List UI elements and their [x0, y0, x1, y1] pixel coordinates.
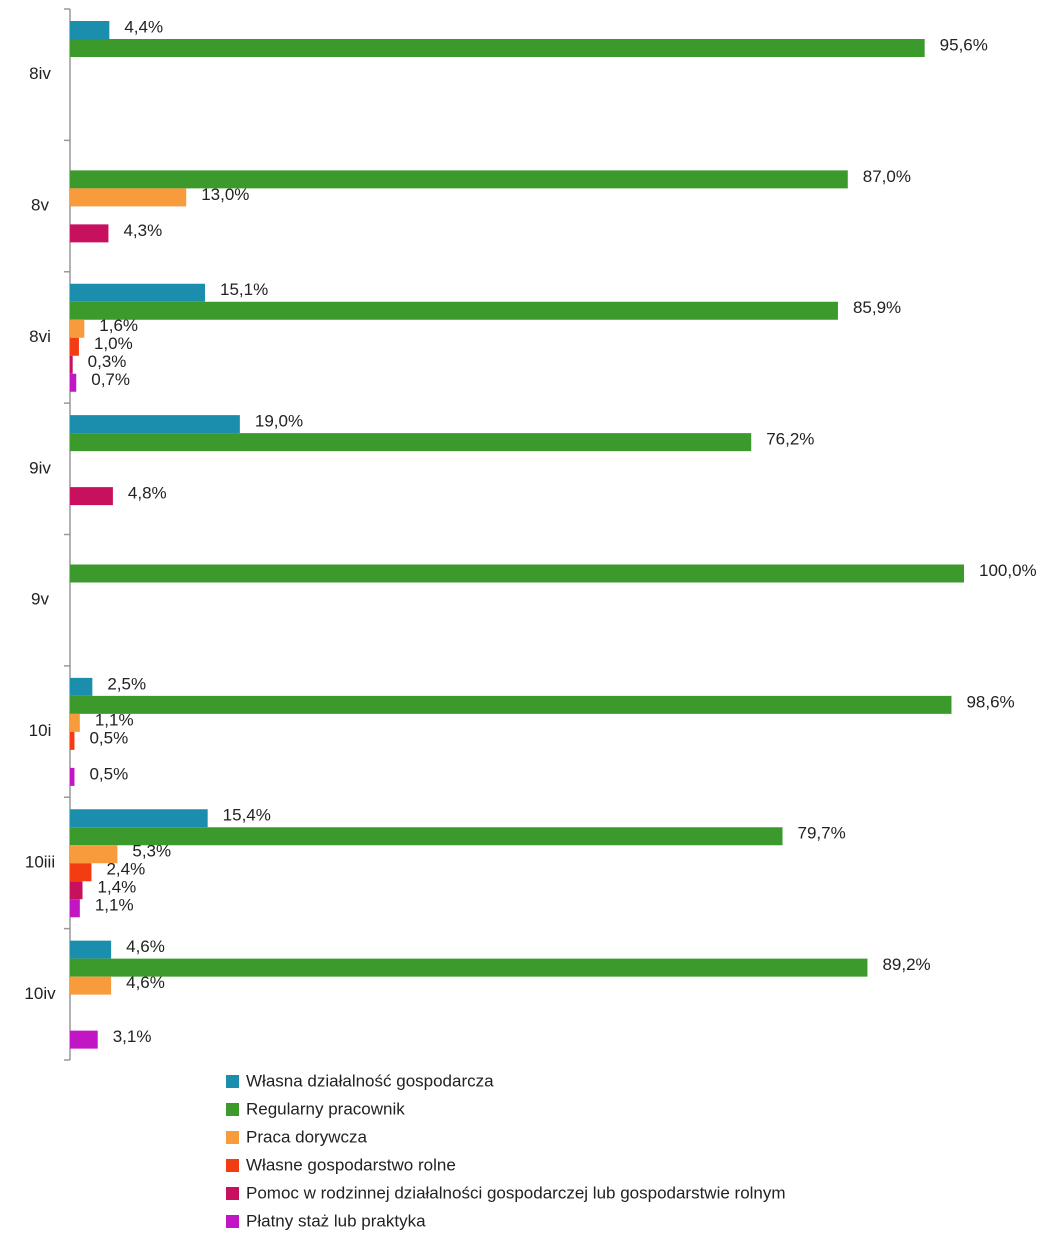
value-label: 4,4% [124, 17, 163, 36]
bar [70, 713, 80, 732]
category-label: 8vi [29, 327, 51, 346]
value-label: 4,6% [126, 973, 165, 992]
legend-swatch [226, 1075, 239, 1088]
bar [70, 695, 952, 714]
legend-swatch [226, 1131, 239, 1144]
bar [70, 809, 208, 828]
value-label: 100,0% [979, 561, 1037, 580]
bar [70, 415, 240, 434]
value-label: 1,1% [95, 896, 134, 915]
value-label: 98,6% [966, 692, 1014, 711]
category-label: 8v [31, 196, 49, 215]
bar [70, 827, 783, 846]
legend-label: Własna działalność gospodarcza [246, 1071, 494, 1090]
legend-label: Płatny staż lub praktyka [246, 1211, 426, 1230]
bar [70, 355, 73, 374]
legend-swatch [226, 1103, 239, 1116]
bar [70, 433, 752, 452]
bar [70, 170, 848, 189]
value-label: 4,8% [128, 484, 167, 503]
bar [70, 731, 75, 750]
value-label: 95,6% [940, 35, 988, 54]
value-label: 1,4% [98, 878, 137, 897]
category-label: 10i [29, 721, 52, 740]
bar [70, 319, 85, 338]
value-label: 15,1% [220, 280, 268, 299]
value-label: 5,3% [132, 842, 171, 861]
value-label: 4,6% [126, 937, 165, 956]
bar [70, 677, 93, 696]
bar [70, 899, 80, 918]
value-label: 13,0% [201, 185, 249, 204]
value-label: 15,4% [223, 806, 271, 825]
legend-label: Praca dorywcza [246, 1127, 367, 1146]
value-label: 4,3% [123, 221, 162, 240]
legend-label: Regularny pracownik [246, 1099, 405, 1118]
category-label: 8iv [29, 64, 51, 83]
value-label: 2,4% [106, 860, 145, 879]
bar [70, 39, 925, 57]
legend-label: Pomoc w rodzinnej działalności gospodarc… [246, 1183, 786, 1202]
bar [70, 976, 112, 995]
value-label: 0,3% [88, 352, 127, 371]
legend-swatch [226, 1159, 239, 1172]
bar [70, 301, 838, 320]
value-label: 76,2% [766, 430, 814, 449]
bar [70, 863, 92, 882]
bar [70, 188, 187, 207]
value-label: 85,9% [853, 298, 901, 317]
value-label: 3,1% [113, 1027, 152, 1046]
category-label: 10iv [24, 984, 56, 1003]
category-label: 10iii [25, 852, 55, 871]
value-label: 0,5% [89, 764, 128, 783]
bar [70, 21, 110, 39]
bar [70, 958, 868, 977]
legend-label: Własne gospodarstwo rolne [246, 1155, 456, 1174]
bar [70, 564, 964, 583]
value-label: 79,7% [798, 824, 846, 843]
value-label: 0,7% [91, 370, 130, 389]
bar [70, 767, 75, 786]
value-label: 0,5% [89, 728, 128, 747]
bar [70, 337, 79, 356]
bar [70, 224, 109, 243]
value-label: 2,5% [107, 674, 146, 693]
legend-swatch [226, 1215, 239, 1228]
value-label: 19,0% [255, 412, 303, 431]
bar [70, 373, 77, 392]
bar [70, 845, 118, 864]
legend-swatch [226, 1187, 239, 1200]
value-label: 1,6% [99, 316, 138, 335]
bar [70, 283, 205, 302]
value-label: 1,1% [95, 710, 134, 729]
category-label: 9iv [29, 458, 51, 477]
value-label: 87,0% [863, 167, 911, 186]
bar [70, 881, 83, 900]
bar [70, 1030, 98, 1049]
bar [70, 487, 113, 506]
value-label: 89,2% [882, 955, 930, 974]
value-label: 1,0% [94, 334, 133, 353]
bar [70, 940, 112, 959]
category-label: 9v [31, 590, 49, 609]
